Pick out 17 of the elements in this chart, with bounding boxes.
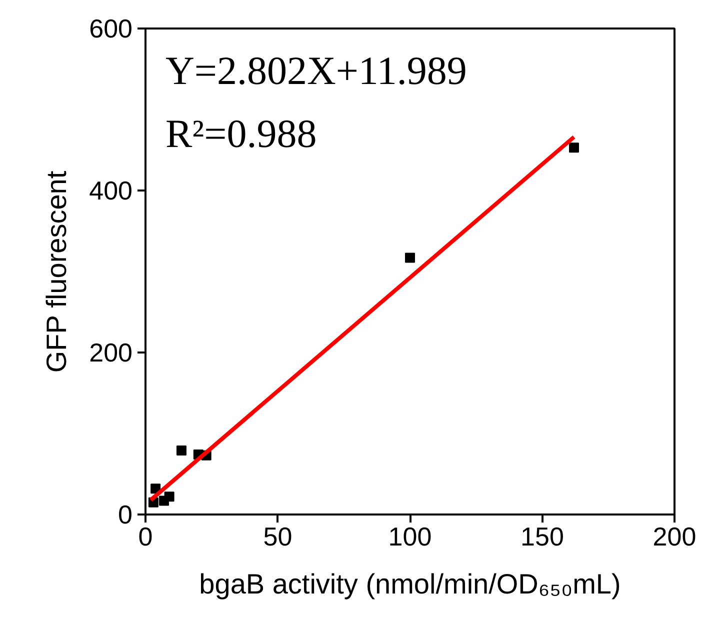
- annotation: Y=2.802X+11.989: [166, 48, 467, 93]
- point: [176, 446, 186, 456]
- y-tick-label: 0: [118, 500, 133, 530]
- x-tick-label: 50: [263, 522, 292, 552]
- x-tick-label: 0: [138, 522, 153, 552]
- x-tick-label: 100: [388, 522, 432, 552]
- annotation: R²=0.988: [166, 111, 317, 156]
- x-tick-label: 150: [520, 522, 564, 552]
- x-axis-title: bgaB activity (nmol/min/OD₆₅₀mL): [199, 568, 621, 600]
- y-tick-label: 600: [89, 14, 133, 44]
- y-tick-label: 200: [89, 338, 133, 368]
- y-tick-label: 400: [89, 176, 133, 206]
- x-tick-label: 200: [652, 522, 696, 552]
- point: [164, 492, 174, 502]
- point: [568, 142, 579, 153]
- y-axis-title: GFP fluorescent: [41, 170, 72, 373]
- point: [405, 252, 415, 263]
